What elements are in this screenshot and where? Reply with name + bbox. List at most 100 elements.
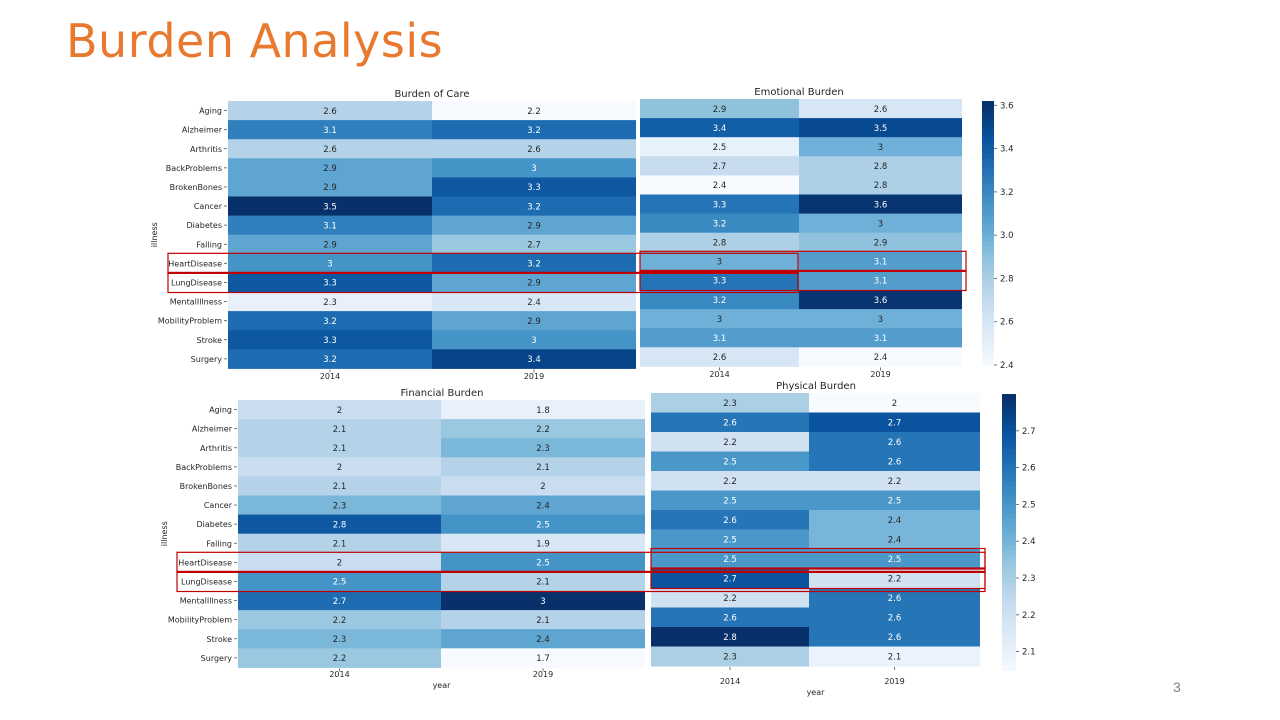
colorbar-segment — [1002, 522, 1016, 528]
heatmap-cell — [799, 213, 962, 234]
heatmap-cell — [432, 215, 636, 236]
col-tick-label: 2019 — [524, 372, 544, 381]
heatmap-cell — [228, 215, 432, 236]
cell-value-label: 2.1 — [536, 578, 550, 588]
heatmap-cell — [651, 451, 809, 472]
colorbar-segment — [982, 127, 994, 133]
colorbar-tick-label: 3.0 — [1000, 231, 1014, 241]
heatmap-cell — [640, 175, 799, 195]
colorbar-segment — [1002, 660, 1016, 666]
cell-value-label: 3 — [717, 258, 722, 268]
cell-value-label: 2.6 — [713, 353, 727, 363]
colorbar-segment — [1002, 403, 1016, 409]
colorbar-segment — [1002, 472, 1016, 478]
cell-value-label: 2.6 — [888, 457, 902, 467]
cell-value-label: 3.1 — [874, 277, 888, 287]
colorbar-segment — [982, 299, 994, 304]
heatmap-cell — [809, 412, 980, 433]
cell-value-label: 2.6 — [888, 633, 902, 643]
heatmap-cell — [238, 476, 441, 496]
heatmap-cell — [809, 471, 980, 491]
colorbar-tick-label: 3.2 — [1000, 188, 1014, 198]
colorbar-segment — [1002, 605, 1016, 611]
colorbar-segment — [1002, 449, 1016, 455]
heatmap-cell — [228, 120, 432, 140]
cell-value-label: 3.3 — [323, 336, 337, 346]
cell-value-label: 3.2 — [323, 317, 337, 327]
colorbar-segment — [982, 272, 994, 278]
heatmap-cell — [640, 270, 799, 291]
cell-value-label: 2.1 — [333, 425, 347, 435]
cell-value-label: 2.7 — [527, 240, 541, 250]
cell-value-label: 2.3 — [536, 444, 550, 454]
cell-value-label: 2.9 — [527, 221, 541, 231]
heatmap-cell — [238, 571, 441, 592]
colorbar-segment — [982, 281, 994, 287]
col-tick-label: 2014 — [720, 677, 740, 686]
row-tick-label: LungDisease — [181, 577, 232, 586]
colorbar-segment — [982, 241, 994, 247]
cell-value-label: 3.4 — [527, 355, 541, 365]
colorbar-segment — [1002, 490, 1016, 496]
cell-value-label: 2.8 — [723, 633, 737, 643]
colorbar-segment — [1002, 628, 1016, 634]
heatmap-cell — [799, 270, 962, 291]
heatmap-cell — [432, 311, 636, 331]
colorbar-segment — [1002, 509, 1016, 515]
cell-value-label: 3.3 — [323, 279, 337, 289]
heatmap-cell — [799, 347, 962, 367]
colorbar-segment — [1002, 504, 1016, 510]
heatmap-cell — [640, 328, 799, 348]
heatmap-cell — [651, 568, 809, 589]
colorbar-tick-label: 2.4 — [1000, 361, 1014, 371]
heatmap-cell — [640, 232, 799, 253]
colorbar-segment — [1002, 412, 1016, 418]
heatmap-cell — [238, 591, 441, 611]
row-tick-label: Surgery — [191, 355, 223, 364]
row-tick-label: MentalIllness — [180, 597, 232, 606]
colorbar-segment — [1002, 458, 1016, 464]
heatmap-cell — [238, 419, 441, 439]
heatmap-cell — [228, 196, 432, 217]
colorbar-segment — [1002, 453, 1016, 459]
heatmap-cell — [640, 290, 799, 310]
heatmap-cell — [228, 101, 432, 121]
colorbar-segment — [1002, 651, 1016, 657]
cell-value-label: 2.2 — [333, 616, 347, 626]
colorbar-tick-label: 3.6 — [1000, 101, 1014, 111]
colorbar-segment — [982, 145, 994, 150]
heatmap-cell — [640, 137, 799, 157]
colorbar-segment — [982, 175, 994, 181]
cell-value-label: 2.1 — [888, 652, 902, 662]
cell-value-label: 3.2 — [323, 355, 337, 365]
cell-value-label: 3 — [717, 315, 722, 325]
heatmap-cell — [238, 533, 441, 554]
heatmap-cell — [799, 290, 962, 310]
heatmap-cell — [809, 510, 980, 530]
heatmap-cell — [651, 588, 809, 608]
colorbar-segment — [1002, 656, 1016, 662]
colorbar-segment — [1002, 591, 1016, 597]
heatmap-cell — [432, 177, 636, 197]
row-tick-label: Aging — [209, 406, 232, 415]
y-axis-label: illness — [160, 521, 169, 546]
colorbar-tick-label: 2.6 — [1000, 318, 1014, 328]
cell-value-label: 3.2 — [527, 202, 541, 212]
cell-value-label: 2.4 — [888, 535, 902, 545]
heatmap-cell — [238, 495, 441, 516]
heatmap-cell — [651, 549, 809, 569]
colorbar-segment — [1002, 624, 1016, 630]
colorbar-segment — [1002, 430, 1016, 436]
cell-value-label: 2.2 — [527, 107, 541, 117]
cell-value-label: 3.5 — [323, 202, 337, 212]
colorbar-segment — [1002, 394, 1016, 400]
colorbar-segment — [982, 136, 994, 142]
cell-value-label: 3.2 — [713, 296, 727, 306]
col-tick-label: 2019 — [884, 677, 904, 686]
heatmap-cell — [640, 213, 799, 234]
heatmap-cell — [651, 607, 809, 628]
cell-value-label: 2.9 — [323, 164, 337, 174]
highlight-box — [650, 547, 986, 570]
colorbar-segment — [1002, 596, 1016, 602]
chart-title: Burden of Care — [394, 89, 469, 100]
